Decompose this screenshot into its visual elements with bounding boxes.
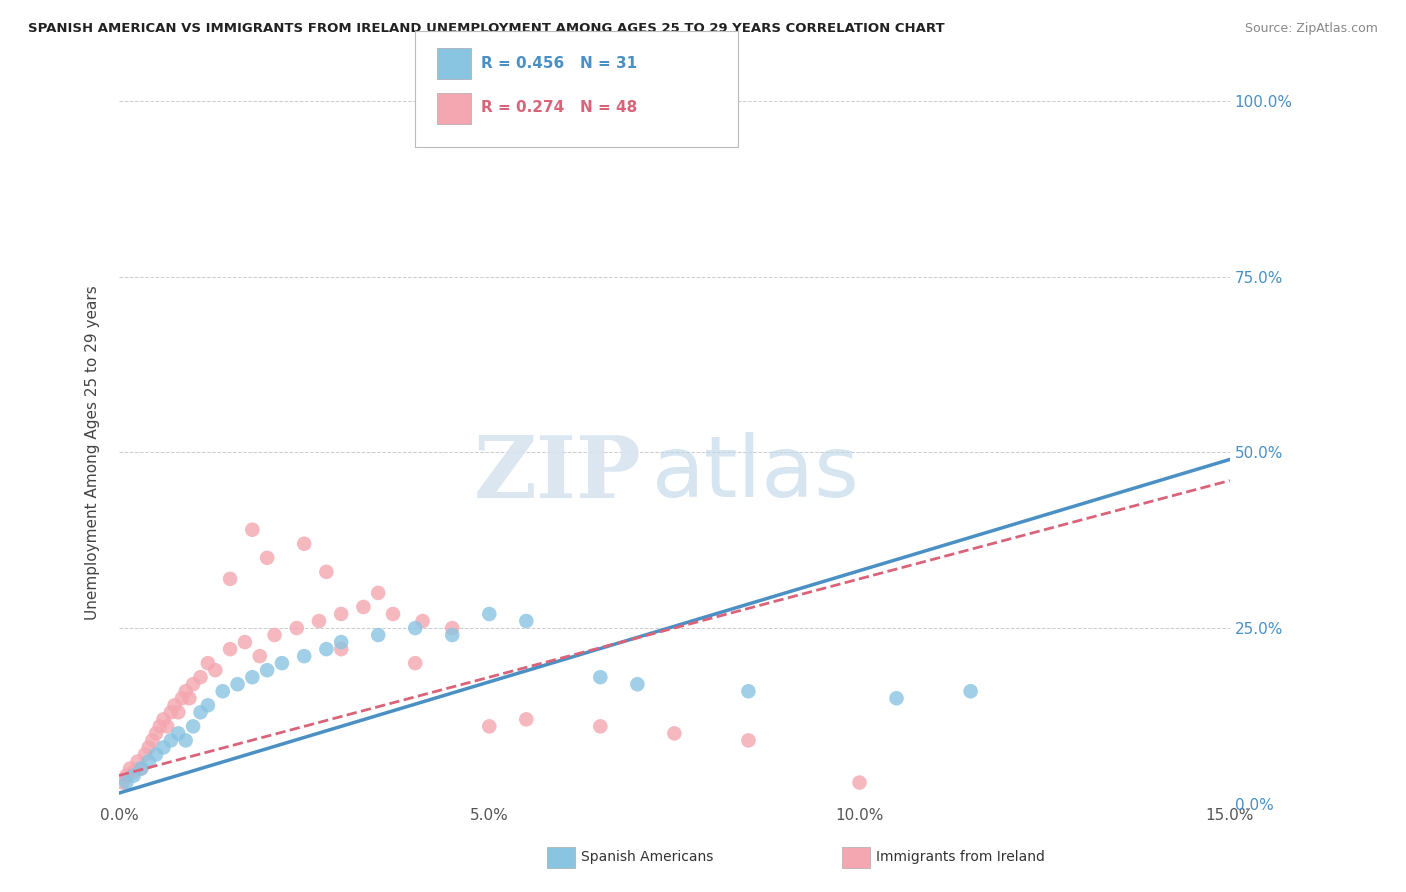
Point (382, 607, 405, 621)
Point (352, 599, 374, 614)
Point (181, 677, 204, 691)
Point (249, 649, 271, 664)
Point (160, 733, 183, 747)
Point (626, 677, 648, 691)
Point (170, 691, 193, 706)
Text: Immigrants from Ireland: Immigrants from Ireland (876, 850, 1045, 864)
Point (190, 706, 212, 720)
Point (959, 684, 981, 698)
Point (256, 663, 278, 677)
Point (292, 649, 315, 664)
Text: ZIP: ZIP (474, 432, 641, 516)
Point (848, 775, 870, 789)
Point (412, 614, 434, 628)
Point (160, 706, 183, 720)
Point (138, 740, 160, 755)
Text: atlas: atlas (652, 432, 860, 515)
Point (115, 768, 138, 782)
Point (122, 764, 145, 779)
Point (737, 684, 759, 698)
Point (308, 614, 330, 628)
Point (115, 775, 138, 789)
Point (197, 656, 219, 670)
Point (122, 768, 145, 782)
Text: Source: ZipAtlas.com: Source: ZipAtlas.com (1244, 22, 1378, 36)
Text: Spanish Americans: Spanish Americans (581, 850, 713, 864)
Point (589, 670, 612, 684)
Point (174, 684, 197, 698)
Point (240, 670, 263, 684)
Point (152, 712, 174, 726)
Point (211, 684, 233, 698)
Point (664, 726, 686, 740)
Point (219, 642, 242, 657)
Point (127, 755, 149, 769)
Point (315, 642, 337, 657)
Point (271, 656, 294, 670)
Point (163, 698, 186, 713)
Point (367, 628, 389, 642)
Point (441, 621, 464, 635)
Point (129, 762, 152, 776)
Point (120, 762, 142, 776)
Text: R = 0.274   N = 48: R = 0.274 N = 48 (481, 101, 637, 115)
Point (515, 712, 537, 726)
Point (367, 586, 389, 600)
Point (233, 635, 256, 649)
Point (478, 607, 501, 621)
Point (129, 762, 152, 776)
Point (145, 747, 167, 762)
Point (145, 726, 167, 740)
Point (152, 740, 174, 755)
Point (190, 670, 212, 684)
Point (138, 755, 160, 769)
Text: R = 0.456   N = 31: R = 0.456 N = 31 (481, 56, 637, 70)
Point (737, 733, 759, 747)
Point (292, 537, 315, 551)
Point (181, 719, 204, 733)
Point (111, 775, 134, 789)
Y-axis label: Unemployment Among Ages 25 to 29 years: Unemployment Among Ages 25 to 29 years (86, 285, 100, 620)
Point (141, 733, 163, 747)
Point (315, 565, 337, 579)
Text: SPANISH AMERICAN VS IMMIGRANTS FROM IRELAND UNEMPLOYMENT AMONG AGES 25 TO 29 YEA: SPANISH AMERICAN VS IMMIGRANTS FROM IREL… (28, 22, 945, 36)
Point (134, 747, 156, 762)
Point (404, 656, 426, 670)
Point (263, 628, 285, 642)
Point (156, 719, 179, 733)
Point (149, 719, 172, 733)
Point (179, 691, 201, 706)
Point (167, 726, 190, 740)
Point (330, 642, 353, 657)
Point (226, 677, 249, 691)
Point (285, 621, 308, 635)
Point (204, 663, 226, 677)
Point (404, 621, 426, 635)
Point (167, 706, 190, 720)
Point (330, 607, 353, 621)
Point (886, 691, 908, 706)
Point (589, 719, 612, 733)
Point (478, 719, 501, 733)
Point (441, 628, 464, 642)
Point (240, 523, 263, 537)
Point (219, 572, 242, 586)
Point (174, 733, 197, 747)
Point (256, 550, 278, 565)
Point (700, 95, 723, 109)
Point (197, 698, 219, 713)
Point (330, 635, 353, 649)
Point (515, 614, 537, 628)
